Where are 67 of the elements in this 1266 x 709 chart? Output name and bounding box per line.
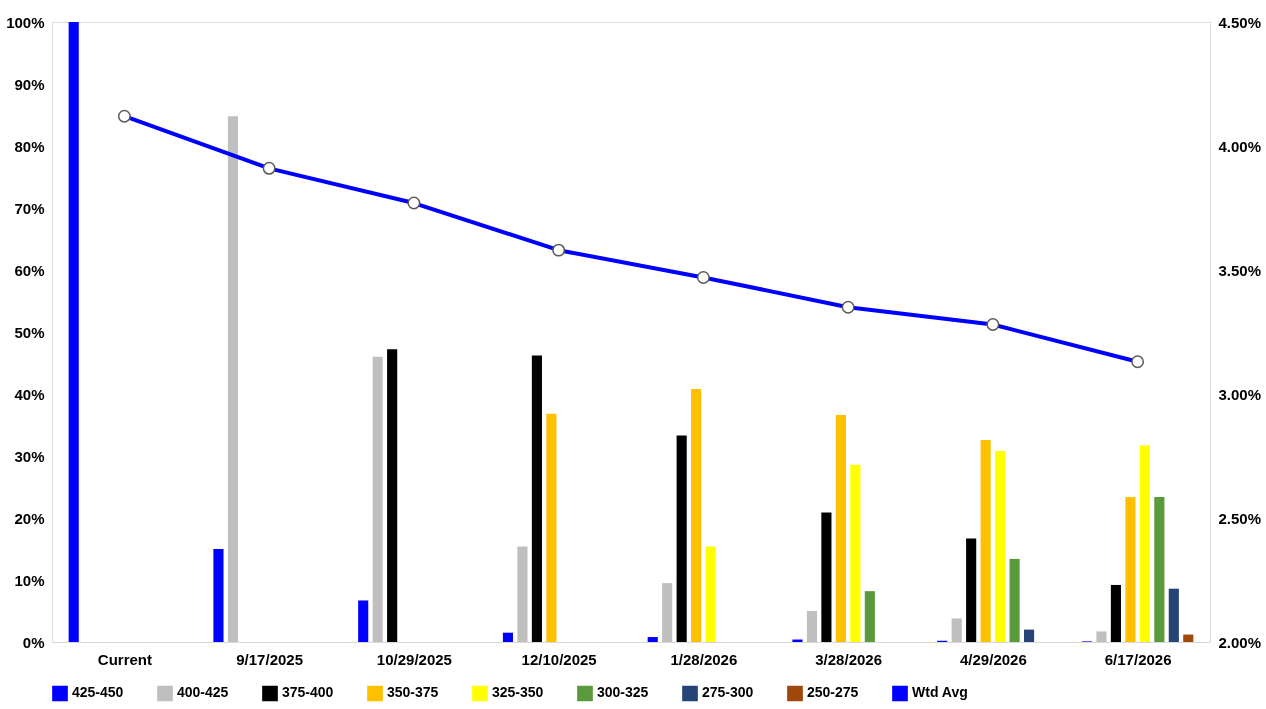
y-tick-label: 70%: [14, 199, 45, 217]
y-tick-label: 50%: [14, 323, 45, 341]
bar: [517, 546, 528, 642]
bar: [531, 355, 542, 642]
legend-label: 250-275: [807, 684, 859, 701]
bar: [821, 512, 832, 642]
bar: [1154, 496, 1165, 642]
bar: [676, 435, 687, 642]
bar: [227, 116, 238, 642]
bar: [1125, 496, 1136, 642]
bar: [864, 591, 875, 642]
bar: [966, 538, 977, 642]
legend-label: Wtd Avg: [912, 684, 968, 701]
y2-tick-label: 2.00%: [1218, 633, 1262, 651]
x-tick-label: 9/17/2025: [236, 650, 303, 668]
y-tick-label: 80%: [14, 137, 45, 155]
y2-tick-label: 2.50%: [1218, 509, 1262, 527]
bar: [372, 356, 383, 642]
x-tick-label: 12/10/2025: [521, 650, 597, 668]
bar: [647, 637, 658, 642]
y-tick-label: 60%: [14, 261, 45, 279]
y-tick-label: 30%: [14, 447, 45, 465]
bar: [387, 349, 398, 642]
x-tick-label: 6/17/2026: [1104, 650, 1172, 668]
legend-label: 375-400: [282, 684, 334, 701]
bar: [1009, 558, 1020, 642]
y-tick-label: 0%: [22, 633, 45, 651]
y-tick-label: 40%: [14, 385, 45, 403]
bar: [1139, 445, 1150, 642]
y2-tick-label: 3.50%: [1218, 261, 1262, 279]
y-tick-label: 10%: [14, 571, 45, 589]
legend-label: 350-375: [387, 684, 439, 701]
y-tick-label: 100%: [6, 13, 45, 31]
legend-label: 275-300: [702, 684, 754, 701]
bar: [68, 22, 79, 642]
bar: [1096, 631, 1107, 642]
y2-tick-label: 3.00%: [1218, 385, 1262, 403]
bar: [995, 451, 1006, 642]
x-tick-label: 4/29/2026: [960, 650, 1027, 668]
y-tick-label: 20%: [14, 509, 45, 527]
bar: [213, 549, 224, 642]
y2-tick-label: 4.00%: [1218, 137, 1262, 155]
legend-label: 300-325: [597, 684, 649, 701]
bar: [705, 546, 716, 642]
legend-label: 325-350: [492, 684, 544, 701]
bar: [980, 439, 991, 642]
legend-label: 425-450: [72, 684, 124, 701]
x-tick-label: 3/28/2026: [815, 650, 882, 668]
bar: [1183, 634, 1194, 642]
bar: [691, 389, 702, 642]
bar: [951, 618, 962, 642]
bar: [1024, 629, 1035, 642]
bar: [546, 413, 557, 642]
bar: [502, 632, 514, 642]
x-tick-label: 10/29/2025: [376, 650, 452, 668]
bar: [1110, 584, 1121, 642]
y2-tick-label: 4.50%: [1218, 13, 1262, 31]
y-tick-label: 90%: [14, 75, 45, 93]
bar: [662, 583, 673, 642]
bar: [1168, 588, 1179, 642]
bar: [835, 415, 846, 642]
legend-label: 400-425: [177, 684, 229, 701]
bar: [850, 464, 861, 642]
bar: [806, 611, 817, 642]
x-tick-label: 1/28/2026: [670, 650, 738, 668]
x-tick-label: Current: [97, 650, 152, 668]
bar: [358, 600, 369, 642]
